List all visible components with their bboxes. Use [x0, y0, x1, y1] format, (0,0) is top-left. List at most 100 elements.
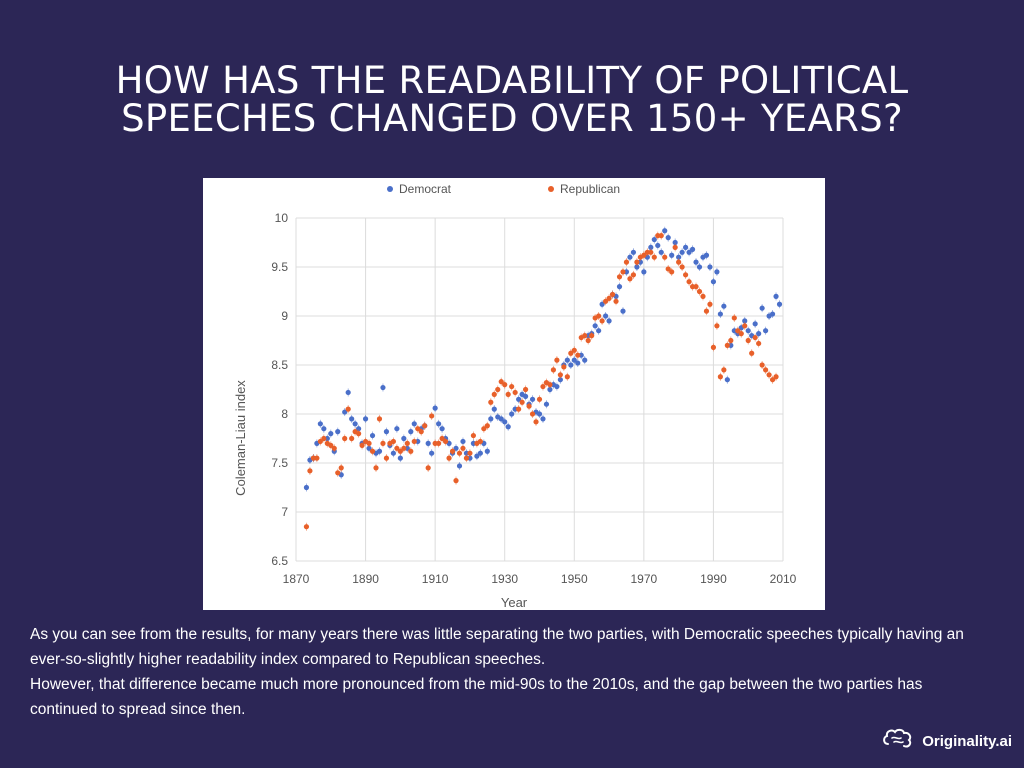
republican-point — [766, 372, 772, 378]
republican-point — [519, 399, 525, 405]
x-tick-label: 1870 — [283, 572, 310, 586]
democrat-point — [571, 357, 577, 363]
x-tick-label: 1890 — [352, 572, 379, 586]
democrat-point — [547, 386, 553, 393]
democrat-point — [599, 301, 605, 307]
republican-point — [401, 445, 407, 451]
republican-point — [376, 416, 383, 422]
republican-point — [491, 391, 497, 397]
democrat-point — [759, 305, 765, 311]
republican-point — [488, 399, 494, 405]
democrat-point — [484, 448, 490, 454]
republican-point — [696, 288, 703, 295]
republican-point — [623, 259, 630, 265]
scatter-chart: 6.5 7 7.5 8 8.5 9 9.5 10 1870 1890 1910 1930 1950 19… — [233, 182, 797, 610]
democrat-point — [575, 360, 581, 366]
republican-point — [731, 315, 737, 321]
republican-point — [769, 377, 776, 383]
democrat-point — [488, 416, 494, 422]
democrat-point — [543, 401, 550, 407]
democrat-point — [703, 252, 710, 258]
democrat-point — [536, 411, 543, 417]
republican-point — [763, 367, 769, 373]
republican-point — [498, 379, 504, 385]
republican-point — [411, 438, 417, 445]
democrat-point — [425, 440, 431, 446]
y-axis-ticks: 6.5 7 7.5 8 8.5 9 9.5 10 — [271, 211, 288, 568]
republican-point — [477, 438, 483, 445]
republican-point — [676, 259, 682, 265]
democrat-point — [620, 308, 626, 314]
republican-point — [463, 455, 470, 461]
republican-point — [634, 259, 640, 265]
description-paragraph-2: However, that difference became much mor… — [30, 676, 923, 718]
republican-point — [512, 389, 518, 396]
republican-point — [669, 269, 675, 275]
republican-point — [456, 450, 463, 456]
chart-legend: Democrat Republican — [387, 182, 620, 196]
republican-point — [429, 413, 435, 419]
democrat-point — [641, 269, 647, 275]
democrat-point — [529, 396, 536, 402]
democrat-point — [592, 323, 598, 329]
brain-icon — [882, 728, 916, 754]
republican-point — [467, 450, 473, 456]
republican-point — [728, 337, 734, 344]
democrat-point — [557, 377, 563, 383]
republican-point — [418, 429, 424, 435]
republican-point — [759, 362, 765, 368]
republican-point — [700, 293, 706, 299]
republican-point — [589, 333, 595, 339]
republican-point — [665, 266, 671, 272]
description-text: As you can see from the results, for man… — [30, 622, 990, 722]
legend-marker-republican — [548, 186, 554, 192]
republican-point — [620, 269, 626, 275]
y-tick-label: 7 — [281, 505, 288, 519]
republican-point — [533, 419, 539, 425]
democrat-point — [672, 239, 678, 246]
democrat-point — [321, 426, 327, 432]
republican-point — [415, 426, 421, 432]
democrat-point — [724, 377, 730, 383]
democrat-point — [401, 435, 407, 442]
republican-point — [742, 323, 748, 329]
democrat-point — [742, 318, 748, 324]
democrat-point — [376, 448, 383, 454]
democrat-point — [627, 254, 633, 260]
brand-logo: Originality.ai — [882, 728, 1012, 754]
y-tick-label: 8.5 — [271, 358, 288, 372]
democrat-point — [328, 431, 334, 437]
x-axis-ticks: 1870 1890 1910 1930 1950 1970 1990 2010 — [283, 572, 797, 586]
republican-point — [380, 440, 386, 446]
republican-point — [582, 333, 588, 339]
republican-point — [703, 308, 710, 314]
democrat-point — [554, 383, 560, 390]
democrat-point — [651, 236, 657, 243]
republican-point — [505, 391, 511, 397]
republican-point — [561, 364, 567, 370]
republican-point — [550, 367, 557, 373]
democrat-point — [582, 357, 588, 363]
y-tick-label: 9 — [281, 309, 288, 323]
democrat-point — [752, 321, 758, 327]
democrat-point — [498, 416, 504, 422]
democrat-point — [516, 396, 522, 402]
democrat-point — [408, 429, 414, 435]
democrat-point — [596, 328, 602, 334]
republican-point — [683, 272, 689, 278]
republican-point — [338, 465, 344, 471]
brand-name: Originality.ai — [922, 732, 1012, 750]
republican-point — [349, 435, 355, 442]
democrat-point — [568, 362, 574, 368]
democrat-point — [436, 421, 442, 427]
x-tick-label: 1950 — [561, 572, 588, 586]
republican-point — [596, 313, 602, 319]
democrat-point — [763, 328, 769, 334]
x-tick-label: 1990 — [700, 572, 727, 586]
republican-point — [714, 323, 720, 329]
democrat-point — [776, 301, 783, 307]
democrat-point — [397, 455, 403, 461]
y-tick-label: 8 — [281, 407, 288, 421]
democrat-point — [390, 450, 396, 456]
republican-point — [373, 465, 379, 471]
